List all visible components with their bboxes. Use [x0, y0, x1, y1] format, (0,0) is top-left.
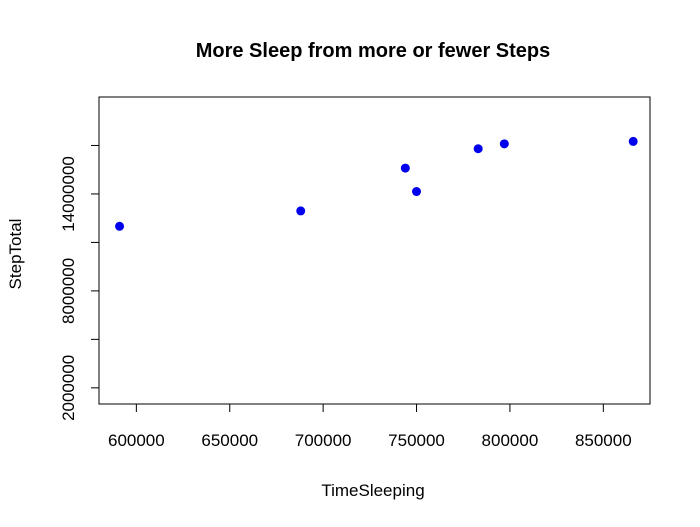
data-point: [628, 136, 638, 146]
y-axis-label: StepTotal: [6, 219, 25, 290]
plot-frame: [98, 96, 651, 405]
data-point: [499, 139, 509, 149]
chart-title: More Sleep from more or fewer Steps: [196, 40, 551, 62]
y-axis: 2000000 8000000 14000000: [59, 144, 100, 421]
y-tick-label: 8000000: [59, 258, 78, 324]
y-tick-label: 2000000: [59, 355, 78, 421]
data-point: [115, 221, 125, 231]
x-axis-label: TimeSleeping: [321, 481, 424, 500]
x-tick-label: 650000: [201, 431, 258, 450]
x-tick-label: 750000: [388, 431, 445, 450]
data-point: [473, 144, 483, 154]
x-tick-label: 600000: [108, 431, 165, 450]
x-tick-label: 700000: [295, 431, 352, 450]
data-point: [400, 163, 410, 173]
x-tick-label: 850000: [575, 431, 632, 450]
x-tick-label: 800000: [482, 431, 539, 450]
data-points: [115, 136, 638, 231]
x-axis: 600000 650000 700000 750000 800000 850000: [108, 403, 632, 450]
y-tick-label: 14000000: [59, 156, 78, 232]
data-point: [296, 206, 306, 216]
data-point: [412, 187, 422, 197]
